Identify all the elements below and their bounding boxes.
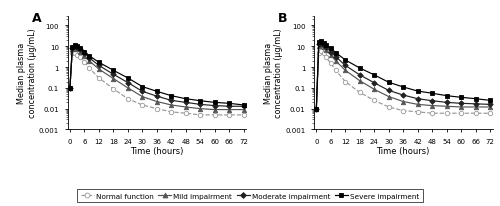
X-axis label: Time (hours): Time (hours) xyxy=(130,146,184,155)
Text: A: A xyxy=(32,12,42,25)
Y-axis label: Median plasma
concentration (μg/mL): Median plasma concentration (μg/mL) xyxy=(18,28,37,118)
Y-axis label: Median plasma
concentration (μg/mL): Median plasma concentration (μg/mL) xyxy=(264,28,283,118)
X-axis label: Time (hours): Time (hours) xyxy=(376,146,430,155)
Legend: Normal function, Mild impairment, Moderate impairment, Severe impairment: Normal function, Mild impairment, Modera… xyxy=(78,189,422,202)
Text: B: B xyxy=(278,12,287,25)
